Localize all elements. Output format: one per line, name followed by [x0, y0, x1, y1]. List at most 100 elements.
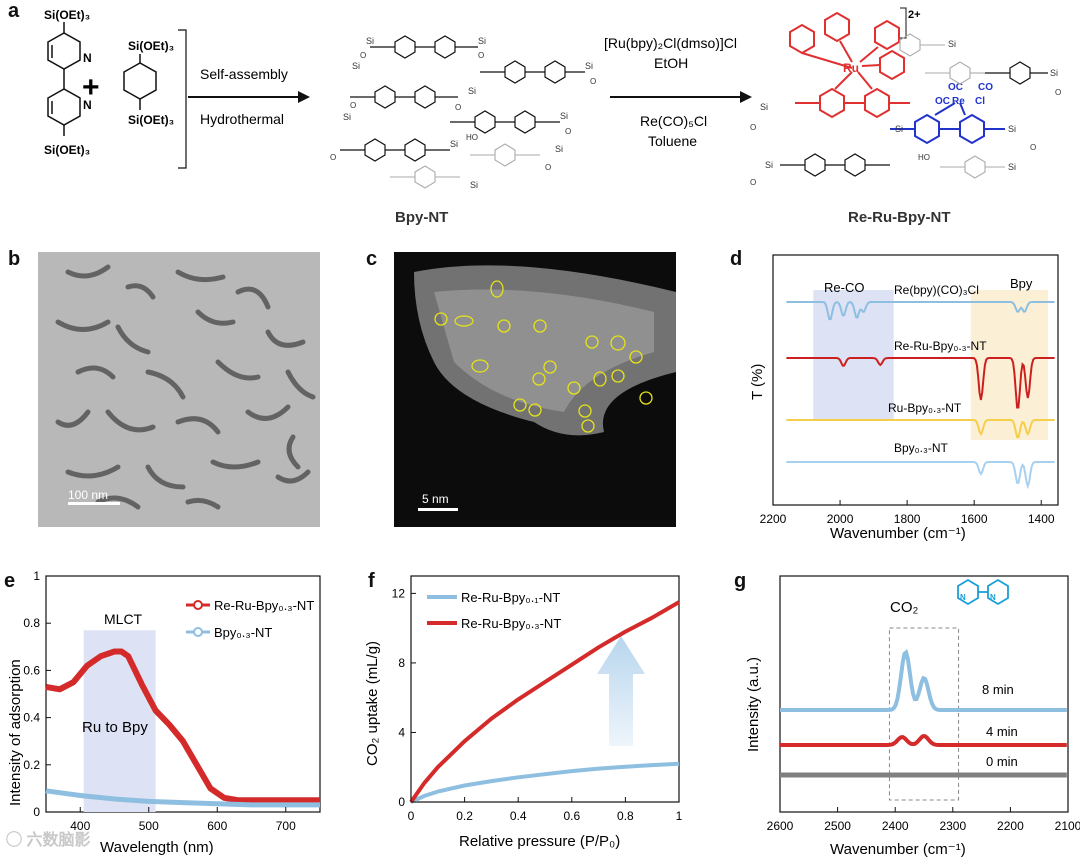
chart-g-ylabel: Intensity (a.u.) [745, 657, 762, 752]
step1-label-1: Self-assembly [200, 66, 288, 82]
svg-text:Si: Si [560, 111, 568, 121]
svg-text:O: O [590, 77, 596, 86]
stem-single-atoms [434, 280, 653, 433]
monomer2-si-top: Si(OEt)₃ [128, 39, 174, 53]
panel-label-e: e [4, 570, 16, 592]
svg-text:O: O [1055, 88, 1061, 97]
chart-g-co2-box [888, 627, 960, 801]
chart-g-n-label-2: N [990, 593, 996, 602]
svg-text:O: O [750, 123, 756, 132]
chart-e-frame [45, 575, 321, 813]
svg-text:Si: Si [1008, 124, 1016, 134]
svg-text:Si: Si [468, 86, 476, 96]
svg-text:O: O [750, 178, 756, 187]
chart-e-ytick-label: 1 [33, 569, 40, 583]
chart-e-xtick-label: 600 [207, 819, 227, 833]
svg-text:Si: Si [478, 36, 486, 46]
chart-g-annot-co2: CO₂ [890, 599, 919, 616]
chart-g-label-4min: 4 min [986, 724, 1018, 739]
step1-label-2: Hydrothermal [200, 111, 284, 127]
chart-g-series-0 [780, 648, 1067, 712]
bracket [178, 29, 187, 169]
ru-label: Ru [843, 61, 859, 75]
chart-e-ylabel: Intensity of adsorption [7, 659, 24, 806]
charge-bracket [900, 7, 907, 39]
chart-d-series-1 [786, 357, 1055, 409]
chart-f-ytick-label: 4 [398, 725, 405, 739]
chart-g-label-0min: 0 min [986, 754, 1018, 769]
chart-e-series-0 [45, 648, 320, 804]
svg-text:Si: Si [1050, 68, 1058, 78]
chart-f-series-0 [410, 761, 680, 804]
chart-e-xlabel: Wavelength (nm) [100, 839, 214, 856]
panel-label-c: c [366, 248, 378, 270]
product2-label: Re-Ru-Bpy-NT [848, 209, 951, 226]
chart-f-xtick-label: 0.8 [617, 809, 634, 823]
plus-sign: + [82, 71, 100, 104]
svg-text:Si: Si [555, 144, 563, 154]
chart-e-xtick-label: 700 [276, 819, 296, 833]
svg-text:Si: Si [895, 124, 903, 134]
chart-d-xtick-label: 1600 [961, 512, 988, 526]
chart-e-ytick-label: 0.8 [23, 616, 40, 630]
monomer1-si-bottom: Si(OEt)₃ [44, 143, 90, 157]
chart-f-frame [410, 575, 680, 803]
chart-d-xtick-label: 2200 [760, 512, 787, 526]
chart-e-ytick-label: 0 [33, 805, 40, 819]
chart-d-band-label-bpy: Bpy [1010, 276, 1033, 291]
chart-e-legend-0: Re-Ru-Bpy₀.₃-NT [214, 598, 314, 613]
svg-text:O: O [1030, 143, 1036, 152]
chart-d-xlabel: Wavenumber (cm⁻¹) [830, 525, 966, 542]
chart-d-legend-3: Bpy₀.₃-NT [894, 441, 949, 455]
panel-label-b: b [8, 248, 21, 270]
svg-text:Si: Si [765, 160, 773, 170]
chart-e-ytick-label: 0.4 [23, 711, 40, 725]
chart-f-ytick-label: 12 [392, 586, 406, 600]
svg-text:O: O [360, 51, 366, 60]
chart-d-band-bpy [970, 290, 1048, 440]
chart-g-xtick-label: 2200 [997, 819, 1024, 833]
chart-g: CO₂ N N 2600 2500 2400 2300 2200 2100 8 min 4… [745, 575, 1080, 858]
chart-d-legend-2: Ru-Bpy₀.₃-NT [888, 401, 962, 415]
bpy-nt-network [340, 35, 585, 162]
tem-nanotubes [55, 264, 316, 510]
benzene-monomer [123, 54, 157, 110]
panel-label-a: a [8, 0, 20, 22]
chart-d-series-0 [786, 301, 1055, 321]
chart-f-xtick-label: 1 [676, 809, 683, 823]
chart-f-ytick-label: 8 [398, 656, 405, 670]
panel-label-f: f [368, 570, 375, 592]
tem-scalebar [68, 502, 120, 505]
chart-g-label-8min: 8 min [982, 682, 1014, 697]
chart-g-frame [779, 575, 1069, 813]
chart-f-series-1 [409, 600, 681, 804]
re-ru-si-labels: Si Si Si Si Si Si Si [760, 39, 1058, 172]
step2-label-1: [Ru(bpy)₂Cl(dmso)]Cl [604, 35, 737, 51]
svg-text:Si: Si [343, 112, 351, 122]
chart-f-ylabel: CO₂ uptake (mL/g) [364, 641, 381, 766]
re-ru-network-black [780, 61, 1048, 177]
chart-f-xtick-label: 0.2 [456, 809, 473, 823]
charge-label: 2+ [908, 9, 921, 21]
chart-d-legend-1: Re-Ru-Bpy₀.₃-NT [894, 339, 987, 353]
tem-scalebar-label: 100 nm [68, 488, 109, 502]
chart-f-legend: Re-Ru-Bpy₀.₁-NT Re-Ru-Bpy₀.₃-NT [427, 590, 561, 631]
chart-g-xtick-label: 2300 [939, 819, 966, 833]
svg-text:Si: Si [352, 61, 360, 71]
monomer2-si-bottom: Si(OEt)₃ [128, 113, 174, 127]
bpy-nt-o-labels: O O O O O O O O [330, 51, 596, 172]
chart-g-xtick-label: 2100 [1055, 819, 1080, 833]
svg-text:O: O [545, 163, 551, 172]
chart-d-legend-0: Re(bpy)(CO)₃Cl [894, 283, 979, 297]
chart-g-xlabel: Wavenumber (cm⁻¹) [830, 841, 966, 858]
chart-g-xtick-label: 2500 [824, 819, 851, 833]
ru-complex [789, 11, 910, 119]
chart-e-ytick-label: 0.2 [23, 758, 40, 772]
svg-text:Re: Re [952, 96, 965, 107]
re-complex [890, 102, 1005, 145]
svg-text:Si: Si [470, 180, 478, 190]
chart-d-frame [772, 254, 1059, 506]
chart-g-series-1 [780, 734, 1067, 747]
chart-e-legend: Re-Ru-Bpy₀.₃-NT Bpy₀.₃-NT [186, 598, 314, 640]
chart-d: 2200 2000 1800 1600 1400 Re-CO Bpy Re(bpy)(C… [749, 254, 1059, 542]
